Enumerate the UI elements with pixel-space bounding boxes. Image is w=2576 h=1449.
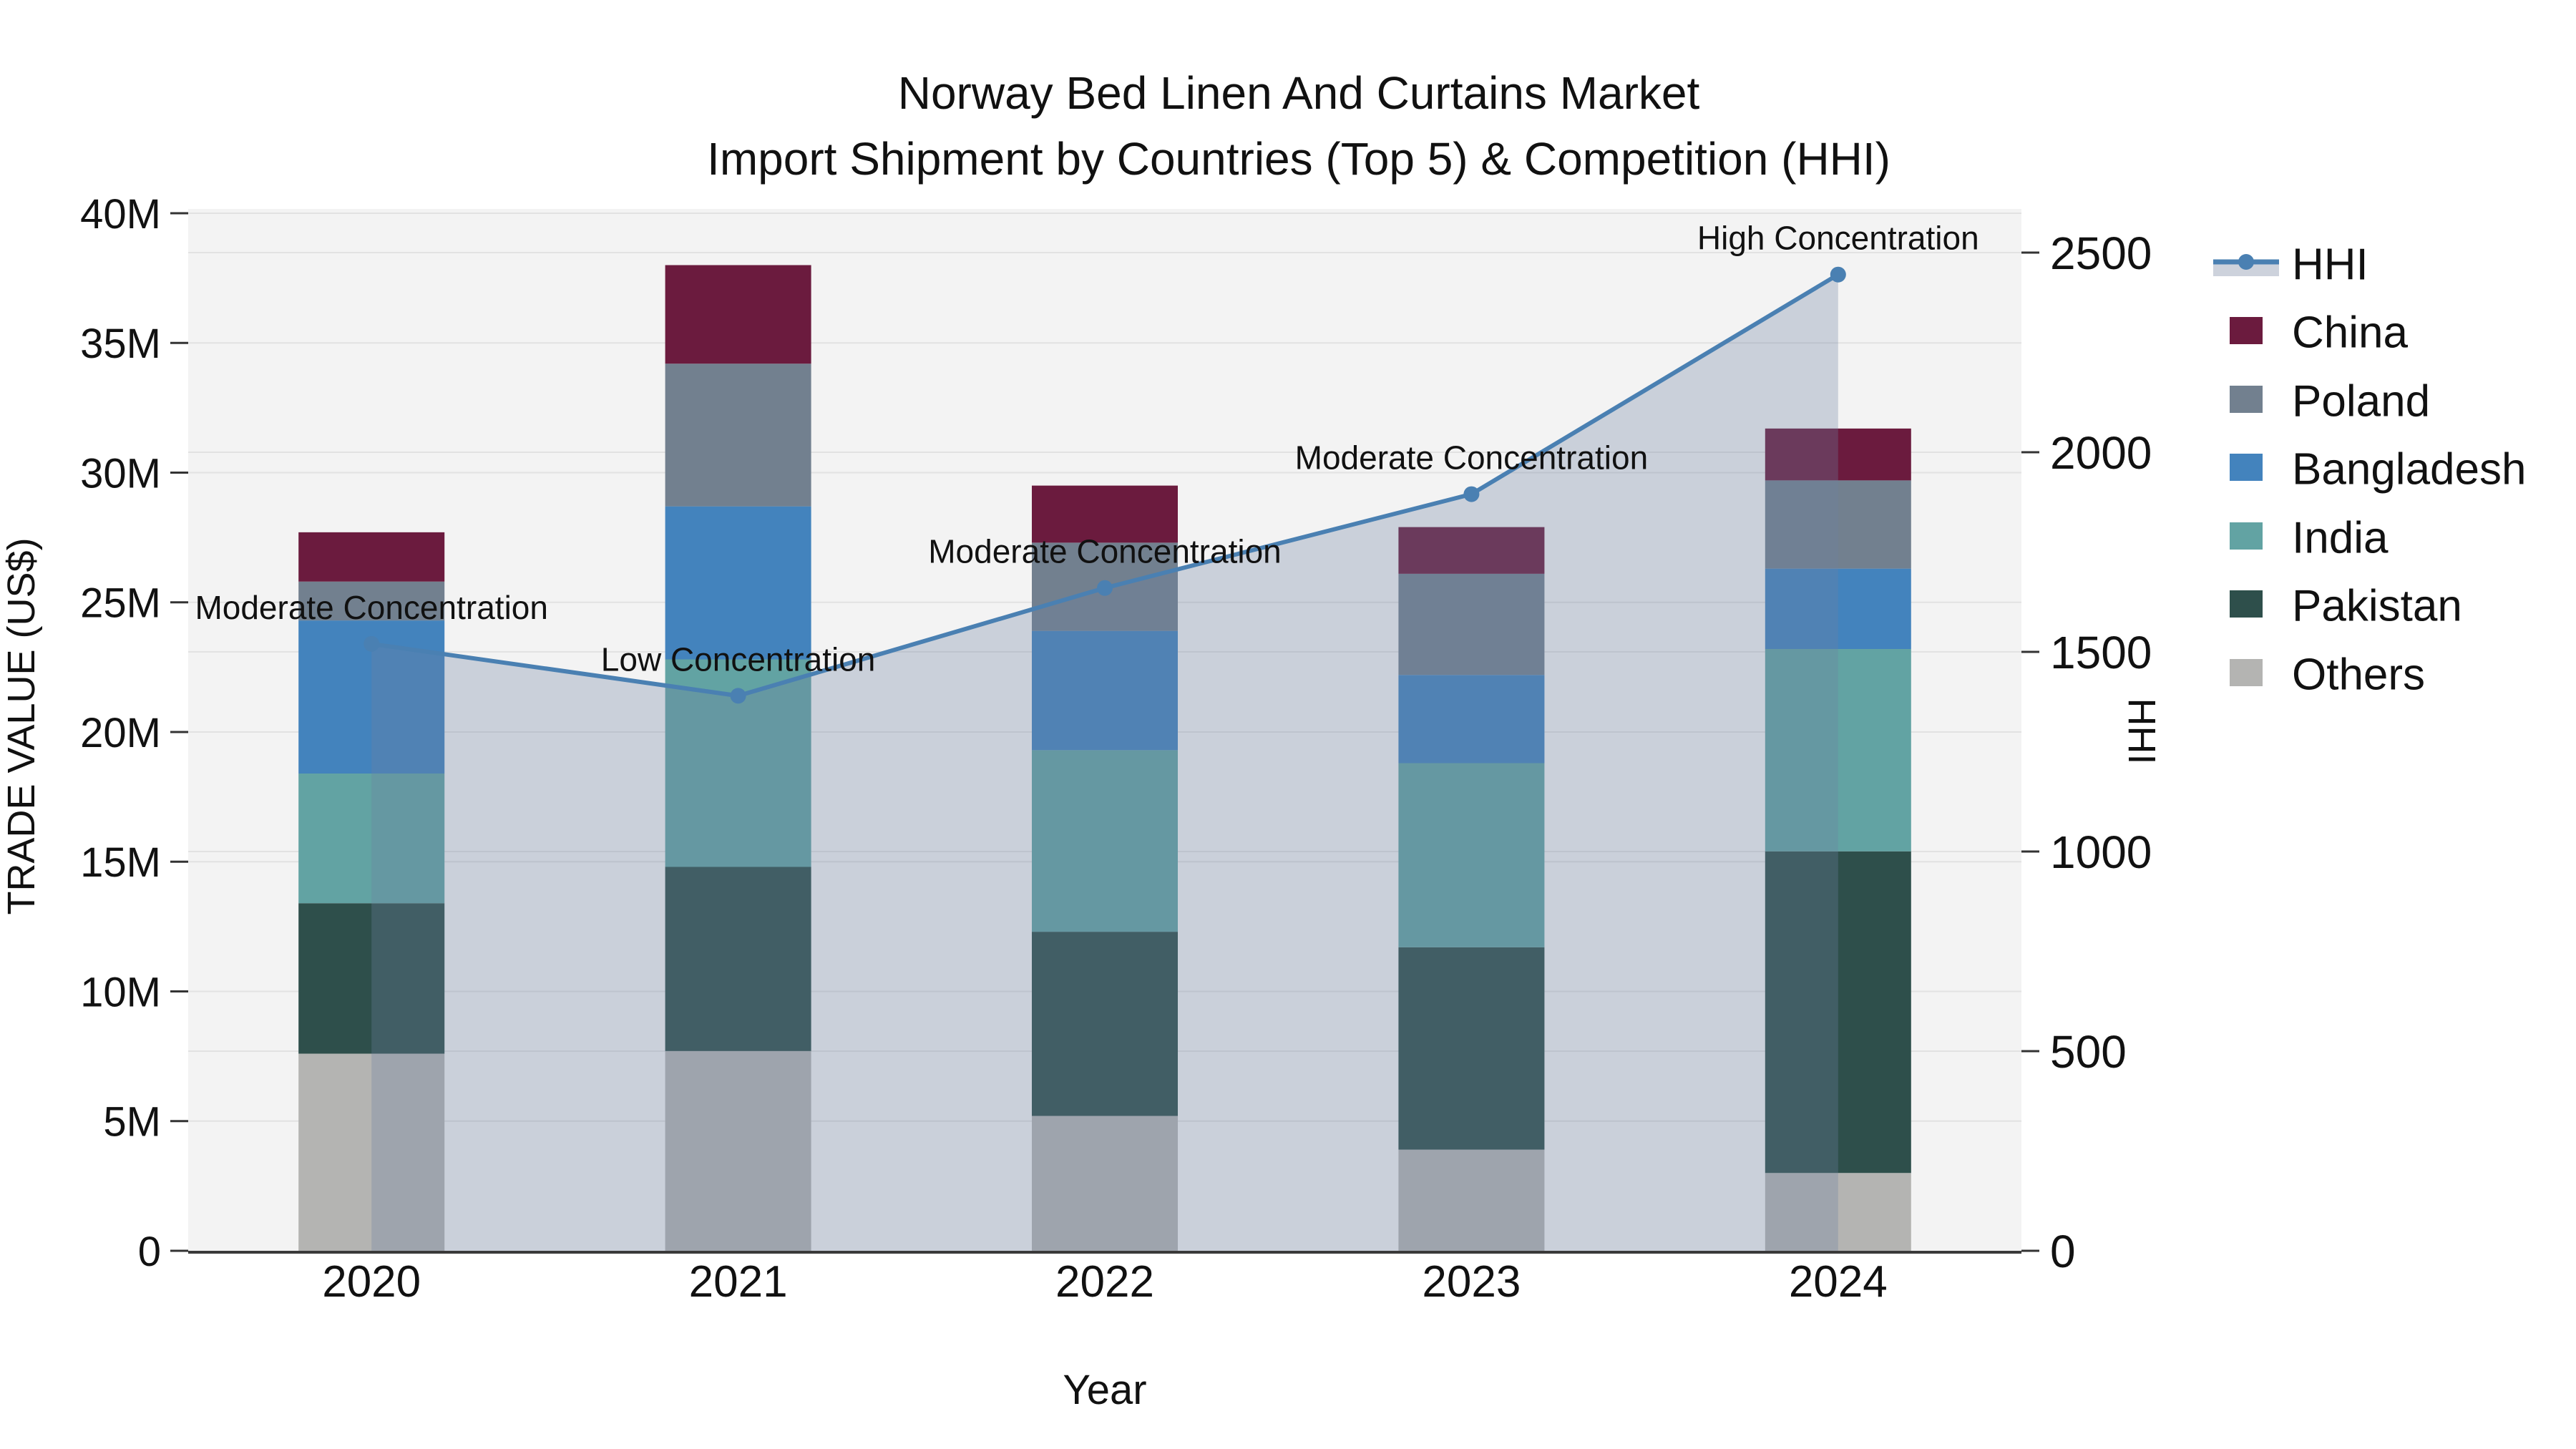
bar-segment-poland-2020 xyxy=(298,581,445,621)
annotation-2024: High Concentration xyxy=(1697,220,1979,257)
legend-label-china: China xyxy=(2292,308,2409,357)
hhi-marker-2021 xyxy=(730,688,746,704)
left-axis-title: TRADE VALUE (US$) xyxy=(0,537,43,914)
hhi-area-fill xyxy=(371,274,1838,1252)
bar-segment-pakistan-2024 xyxy=(1765,851,1911,1174)
bar-segment-pakistan-2020 xyxy=(298,903,445,1054)
legend-label-hhi: HHI xyxy=(2292,240,2368,289)
bar-segment-others-2021 xyxy=(665,1050,811,1251)
x-axis-tick-label: 2023 xyxy=(1422,1257,1521,1307)
chart-title-line2: Import Shipment by Countries (Top 5) & C… xyxy=(707,133,1890,185)
left-axis-tick-label: 5M xyxy=(103,1099,161,1146)
bar-segment-pakistan-2023 xyxy=(1398,947,1545,1150)
x-axis-tick-label: 2024 xyxy=(1789,1257,1888,1307)
right-axis-title: HHI xyxy=(2120,698,2163,765)
left-axis-tick-label: 25M xyxy=(80,580,161,627)
legend-label-poland: Poland xyxy=(2292,376,2430,426)
bar-segment-others-2022 xyxy=(1032,1116,1178,1251)
annotation-2020: Moderate Concentration xyxy=(195,589,548,626)
right-axis-tick-label: 0 xyxy=(2050,1226,2076,1277)
bar-segment-poland-2024 xyxy=(1765,480,1911,569)
bar-segment-poland-2021 xyxy=(665,364,811,507)
left-axis-tick-label: 15M xyxy=(80,839,161,886)
legend-label-bangladesh: Bangladesh xyxy=(2292,444,2527,494)
bar-segment-others-2023 xyxy=(1398,1149,1545,1251)
annotation-2022: Moderate Concentration xyxy=(928,533,1282,570)
legend-swatch-bangladesh xyxy=(2230,454,2263,481)
bar-segment-bangladesh-2023 xyxy=(1398,675,1545,763)
left-axis-tick-label: 35M xyxy=(80,321,161,367)
bar-segment-india-2020 xyxy=(298,774,445,904)
legend-label-others: Others xyxy=(2292,650,2425,699)
bar-segment-india-2023 xyxy=(1398,763,1545,947)
bar-segment-others-2024 xyxy=(1765,1173,1911,1251)
hhi-marker-2024 xyxy=(1830,266,1846,283)
x-axis-tick-label: 2022 xyxy=(1055,1257,1154,1307)
chart-title-line1: Norway Bed Linen And Curtains Market xyxy=(898,67,1700,119)
legend-swatch-pakistan xyxy=(2230,590,2263,618)
right-axis-tick-label: 1000 xyxy=(2050,826,2152,878)
annotation-2021: Low Concentration xyxy=(601,640,876,678)
hhi-marker-2022 xyxy=(1097,580,1113,596)
bar-segment-bangladesh-2022 xyxy=(1032,630,1178,751)
legend-label-india: India xyxy=(2292,513,2389,562)
left-axis-tick-label: 10M xyxy=(80,969,161,1015)
bar-segment-india-2024 xyxy=(1765,649,1911,852)
plot-area: 0 5M 10M 15M 20M 25M 30M 35M 40M 0 500 1000 1500 2000… xyxy=(80,191,2152,1307)
legend-label-pakistan: Pakistan xyxy=(2292,581,2462,630)
bar-segment-india-2022 xyxy=(1032,750,1178,932)
right-axis-tick-label: 1500 xyxy=(2050,627,2152,678)
x-axis-tick-label: 2020 xyxy=(322,1257,421,1307)
bar-segment-china-2021 xyxy=(665,265,811,364)
bar-segment-china-2023 xyxy=(1398,527,1545,574)
legend-hhi-marker xyxy=(2238,254,2254,270)
legend-swatch-poland xyxy=(2230,386,2263,413)
bar-segment-china-2024 xyxy=(1765,428,1911,481)
legend-swatch-india xyxy=(2230,522,2263,550)
bar-segment-pakistan-2022 xyxy=(1032,932,1178,1116)
bar-segment-bangladesh-2024 xyxy=(1765,568,1911,649)
left-axis-tick-label: 30M xyxy=(80,450,161,497)
bar-segment-poland-2023 xyxy=(1398,573,1545,675)
legend: HHI China Poland Bangladesh India Pakistan Oth… xyxy=(2213,240,2527,699)
bar-segment-others-2020 xyxy=(298,1053,445,1251)
bar-segment-china-2022 xyxy=(1032,485,1178,543)
legend-swatch-china xyxy=(2230,317,2263,344)
annotation-2023: Moderate Concentration xyxy=(1295,439,1649,477)
x-axis-title: Year xyxy=(1063,1367,1146,1413)
bar-segment-china-2020 xyxy=(298,532,445,582)
right-axis-tick-label: 2000 xyxy=(2050,427,2152,479)
hhi-marker-2020 xyxy=(364,635,380,652)
bar-segment-pakistan-2021 xyxy=(665,867,811,1051)
left-axis-tick-label: 0 xyxy=(138,1229,161,1275)
legend-swatch-others xyxy=(2230,659,2263,686)
x-axis-tick-label: 2021 xyxy=(689,1257,788,1307)
bar-segment-bangladesh-2021 xyxy=(665,506,811,660)
left-axis-tick-label: 40M xyxy=(80,191,161,238)
left-axis-tick-label: 20M xyxy=(80,710,161,756)
right-axis-tick-label: 2500 xyxy=(2050,228,2152,279)
hhi-marker-2023 xyxy=(1463,486,1480,502)
right-axis-tick-label: 500 xyxy=(2050,1026,2127,1078)
